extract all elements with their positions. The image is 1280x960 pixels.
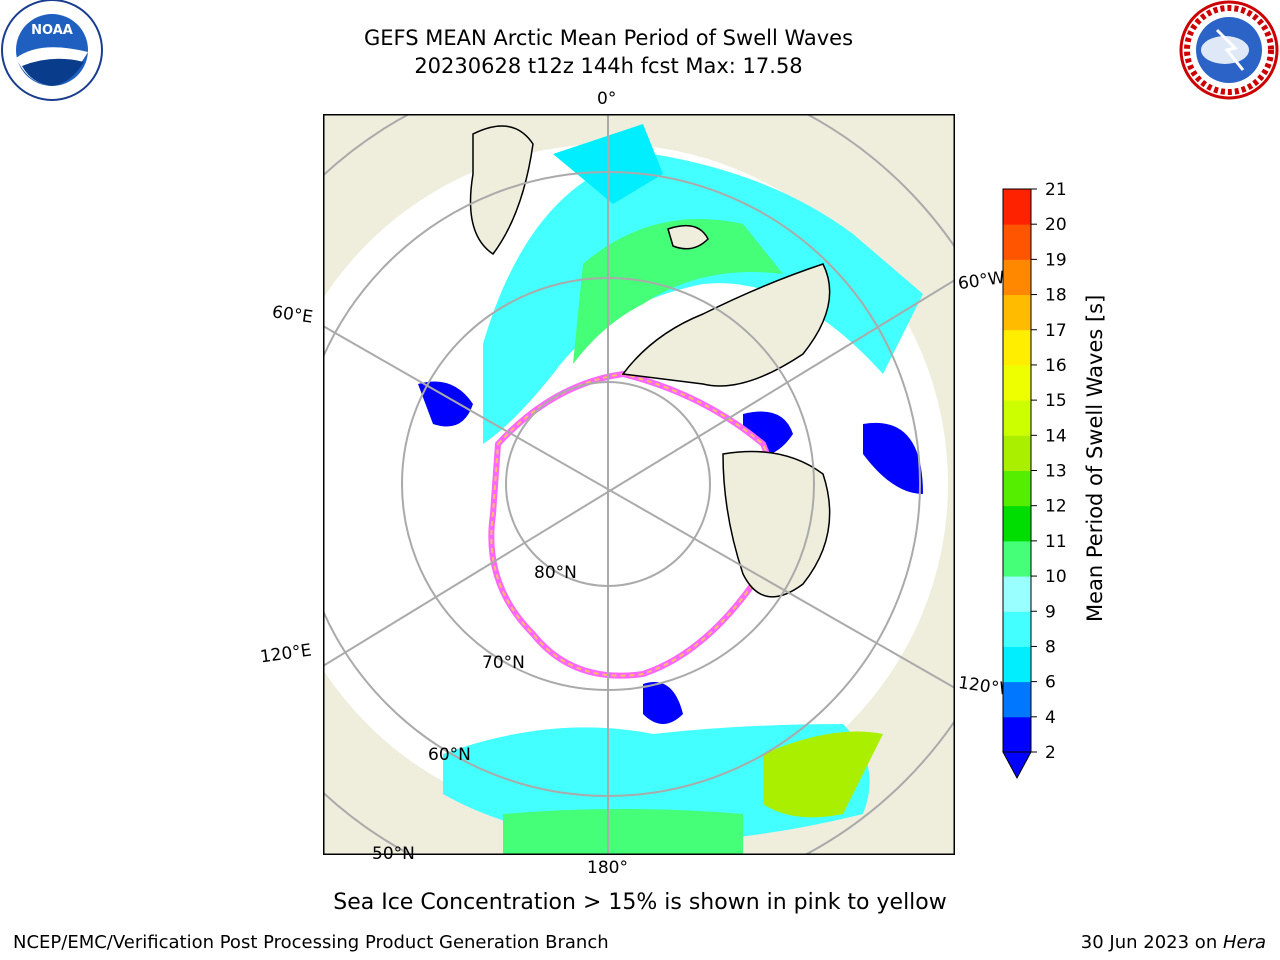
colorbar-segment [1003,189,1031,225]
colorbar-segment [1003,540,1031,577]
pacific-swell-12-13 [763,731,883,818]
colorbar-tick-label: 12 [1045,497,1067,517]
colorbar-tick-label: 21 [1045,180,1067,200]
map-frame [323,114,955,855]
colorbar-tick-label: 16 [1045,356,1067,376]
colorbar-segment [1003,224,1031,260]
noaa-logo: NOAA [0,0,104,104]
hudson-swell-low [863,422,923,494]
colorbar-segment [1003,364,1031,401]
colorbar-segment [1003,716,1031,753]
footer-host: Hera [1222,932,1266,953]
colorbar-segment [1003,400,1031,436]
colorbar-segment [1003,505,1031,542]
label-lat-80: 80°N [534,563,577,583]
colorbar: 2 4 6 8 9 10 11 12 13 14 15 16 17 18 19 20 21 [995,180,1115,790]
colorbar-tick-label: 19 [1045,250,1067,270]
label-lon-0: 0° [597,89,617,109]
colorbar-segment [1003,611,1031,647]
colorbar-tick-label: 20 [1045,215,1067,235]
colorbar-segment [1003,435,1031,471]
colorbar-segment [1003,470,1031,507]
colorbar-extend-triangle [1002,751,1032,780]
colorbar-label: Mean Period of Swell Waves [s] [1083,294,1107,622]
canadian-archipelago [722,450,831,598]
chart-title: GEFS MEAN Arctic Mean Period of Swell Wa… [363,26,854,50]
colorbar-segment [1003,329,1031,366]
nws-logo [1177,0,1280,104]
map-canvas [323,114,955,855]
colorbar-tick-label: 4 [1045,708,1056,728]
colorbar-tick-label: 6 [1045,673,1056,693]
chart-subtitle: 20230628 t12z 144h fcst Max: 17.58 [414,54,803,78]
label-lat-60: 60°N [428,745,471,765]
colorbar-tick-label: 13 [1045,462,1067,482]
colorbar-tick-label: 10 [1045,567,1067,587]
atlantic-swell [483,154,923,444]
pacific-swell-9-10 [503,809,743,855]
colorbar-tick-label: 17 [1045,321,1067,341]
colorbar-tick-label: 14 [1045,426,1067,446]
colorbar-segment [1003,259,1031,296]
kara-swell-low [418,381,473,427]
bering-swell-low [643,682,683,724]
label-lon-120e: 120°E [258,640,313,668]
colorbar-tick-label: 15 [1045,391,1067,411]
iceland [667,224,709,250]
graticule [323,114,955,855]
colorbar-tick-label: 9 [1045,602,1056,622]
label-lon-60e: 60°E [270,302,315,328]
greenland [621,263,831,387]
colorbar-tick-label: 11 [1045,532,1067,552]
meridian-120e-60w [323,279,955,667]
label-lat-50: 50°N [372,844,415,864]
atlantic-swell-9-10 [573,219,783,364]
footer-date-text: 30 Jun 2023 on [1080,932,1223,953]
colorbar-segment [1003,294,1031,331]
colorbar-segment [1003,646,1031,683]
meridian-60e-120w [323,325,955,689]
colorbar-segment [1003,576,1031,612]
arctic-map [323,114,955,855]
label-lon-180: 180° [587,858,628,878]
footer-date: 30 Jun 2023 on Hera [1081,932,1266,953]
colorbar-tick-label: 18 [1045,286,1067,306]
sea-ice-note: Sea Ice Concentration > 15% is shown in … [333,890,947,915]
noaa-logo-text: NOAA [31,23,73,38]
colorbar-tick-label: 2 [1045,743,1056,763]
colorbar-segment [1003,681,1031,718]
label-lat-70: 70°N [482,653,525,673]
colorbar-svg: 2 4 6 8 9 10 11 12 13 14 15 16 17 18 19 20 21 [1002,180,1067,780]
footer-credit: NCEP/EMC/Verification Post Processing Pr… [13,932,609,953]
colorbar-tick-label: 8 [1045,637,1056,657]
